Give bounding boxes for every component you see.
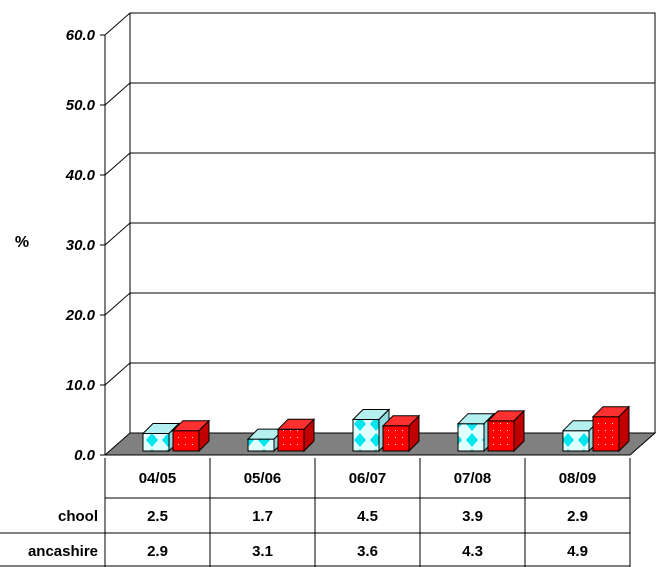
bar-school [142,433,170,452]
bar-side [513,409,525,453]
gridline [104,82,655,106]
y-tick-label: 40.0 [65,167,96,184]
bar-lancashire [277,428,305,452]
x-tick-label: 05/06 [244,470,282,487]
bar-side [198,419,210,453]
y-tick-label: 50.0 [66,97,96,114]
data-label: 3.9 [462,508,483,525]
data-label: 2.5 [147,508,168,525]
data-label: 3.6 [357,543,378,560]
gridline [104,12,655,36]
bar-lancashire [592,416,620,452]
bar-side [618,405,630,453]
y-tick-label: 30.0 [66,237,96,254]
y-tick-label: 60.0 [66,27,96,44]
data-label: 2.9 [147,543,168,560]
y-tick-label: 10.0 [66,377,96,394]
bar-school [457,423,485,452]
bar-school [352,419,380,452]
bar-side [408,414,420,453]
data-label: 1.7 [252,508,273,525]
gridline [104,292,655,316]
legend-label-1: ancashire [28,543,98,560]
bar-lancashire [487,420,515,452]
x-tick-label: 06/07 [349,470,387,487]
y-axis-label: % [15,234,29,251]
data-label: 2.9 [567,508,588,525]
bar-school [247,438,275,452]
gridline [104,152,655,176]
x-tick-label: 08/09 [559,470,597,487]
data-label: 4.5 [357,508,378,525]
y-tick-label: 0.0 [74,447,96,464]
data-label: 4.3 [462,543,483,560]
x-tick-label: 07/08 [454,470,492,487]
bar-side [303,418,315,453]
bar-lancashire [172,430,200,452]
legend-label-0: chool [58,508,98,525]
gridline [104,222,655,246]
data-label: 4.9 [567,543,588,560]
y-tick-label: 20.0 [65,307,96,324]
bar-lancashire [382,425,410,452]
gridline [104,362,655,386]
bar-school [562,430,590,452]
data-label: 3.1 [252,543,273,560]
x-tick-label: 04/05 [139,470,177,487]
